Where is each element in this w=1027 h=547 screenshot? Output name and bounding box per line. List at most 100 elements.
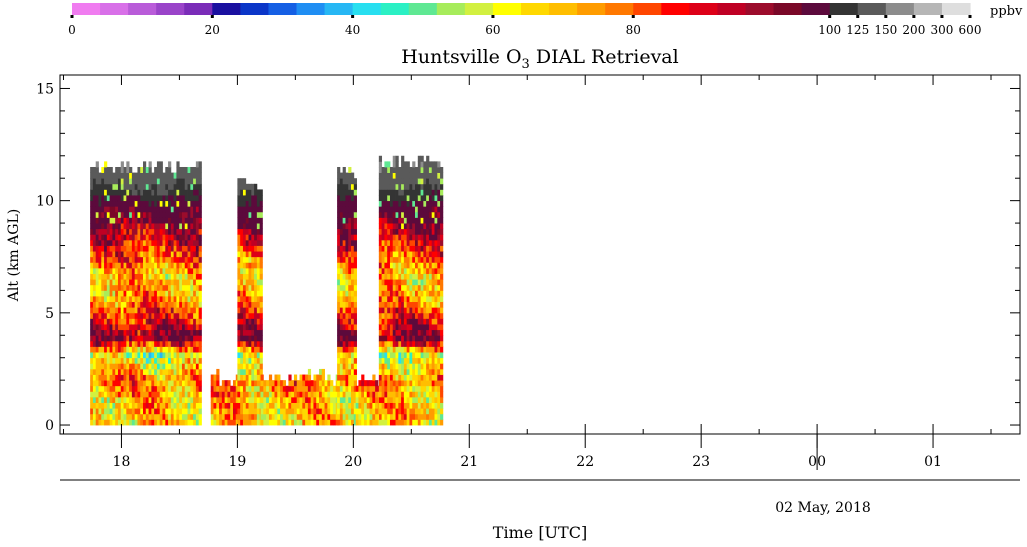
heatmap-cell — [339, 391, 344, 398]
heatmap-cell — [240, 211, 244, 218]
heatmap-cell — [112, 307, 116, 314]
heatmap-cell — [98, 245, 102, 252]
heatmap-cell — [134, 402, 138, 409]
heatmap-cell — [148, 200, 152, 207]
heatmap-cell — [259, 267, 263, 274]
heatmap-cell — [259, 273, 263, 280]
heatmap-cell — [412, 228, 416, 235]
heatmap-cell — [184, 396, 188, 403]
heatmap-cell — [98, 223, 102, 230]
heatmap-cell — [131, 402, 136, 409]
heatmap-cell — [348, 335, 352, 342]
heatmap-cell — [181, 413, 186, 420]
heatmap-cell — [420, 335, 424, 342]
heatmap-cell — [355, 396, 359, 403]
heatmap-cell — [259, 251, 263, 258]
heatmap-cell — [316, 413, 320, 420]
heatmap-cell — [92, 267, 97, 274]
heatmap-cell — [392, 318, 396, 325]
heatmap-cell — [235, 374, 239, 381]
heatmap-cell — [101, 211, 105, 218]
heatmap-cell — [159, 402, 163, 409]
heatmap-cell — [431, 267, 435, 274]
heatmap-cell — [165, 284, 169, 291]
heatmap-cell — [369, 380, 373, 387]
heatmap-cell — [434, 340, 438, 347]
heatmap-cell — [353, 290, 357, 297]
heatmap-cell — [190, 352, 194, 359]
heatmap-cell — [417, 312, 421, 319]
heatmap-cell — [248, 368, 252, 375]
heatmap-cell — [392, 161, 396, 168]
heatmap-cell — [137, 183, 141, 190]
heatmap-cell — [134, 396, 138, 403]
heatmap-cell — [392, 380, 396, 387]
heatmap-cell — [184, 251, 188, 258]
heatmap-cell — [154, 251, 158, 258]
heatmap-cell — [417, 172, 421, 179]
heatmap-cell — [406, 262, 410, 269]
heatmap-cell — [126, 161, 130, 168]
heatmap-cell — [193, 262, 197, 269]
heatmap-cell — [417, 267, 421, 274]
heatmap-cell — [401, 391, 405, 398]
heatmap-cell — [337, 228, 341, 235]
heatmap-cell — [162, 335, 166, 342]
heatmap-cell — [342, 335, 346, 342]
heatmap-cell — [398, 223, 402, 230]
heatmap-cell — [392, 211, 396, 218]
heatmap-cell — [307, 391, 312, 398]
heatmap-cell — [288, 396, 292, 403]
heatmap-cell — [159, 307, 163, 314]
heatmap-cell — [195, 318, 200, 325]
heatmap-cell — [179, 402, 183, 409]
heatmap-cell — [137, 251, 141, 258]
heatmap-cell — [434, 200, 438, 207]
heatmap-cell — [123, 256, 127, 263]
heatmap-cell — [401, 380, 405, 387]
heatmap-cell — [409, 178, 413, 185]
heatmap-cell — [143, 312, 147, 319]
heatmap-cell — [117, 391, 122, 398]
heatmap-cell — [232, 385, 237, 392]
heatmap-cell — [237, 396, 241, 403]
heatmap-cell — [176, 217, 180, 224]
heatmap-cell — [140, 318, 144, 325]
heatmap-cell — [437, 211, 441, 218]
heatmap-cell — [245, 223, 249, 230]
heatmap-cell — [134, 251, 138, 258]
heatmap-cell — [351, 262, 355, 269]
heatmap-cell — [134, 324, 138, 331]
heatmap-cell — [266, 408, 270, 415]
heatmap-cell — [242, 245, 247, 252]
heatmap-cell — [417, 273, 421, 280]
heatmap-cell — [395, 307, 399, 314]
heatmap-cell — [190, 251, 194, 258]
heatmap-cell — [151, 211, 155, 218]
heatmap-cell — [242, 391, 247, 398]
heatmap-cell — [440, 363, 444, 370]
heatmap-cell — [337, 329, 341, 336]
heatmap-cell — [168, 195, 172, 202]
heatmap-cell — [145, 262, 149, 269]
heatmap-cell — [345, 183, 349, 190]
heatmap-cell — [92, 195, 97, 202]
heatmap-cell — [145, 166, 149, 173]
heatmap-cell — [403, 211, 408, 218]
heatmap-cell — [437, 256, 441, 263]
heatmap-cell — [237, 385, 241, 392]
heatmap-cell — [190, 256, 194, 263]
heatmap-cell — [245, 385, 249, 392]
heatmap-cell — [112, 284, 116, 291]
heatmap-cell — [242, 217, 247, 224]
heatmap-cell — [345, 251, 349, 258]
heatmap-cell — [126, 408, 130, 415]
heatmap-cell — [401, 368, 405, 375]
heatmap-cell — [165, 408, 169, 415]
heatmap-cell — [237, 290, 241, 297]
heatmap-cell — [240, 273, 244, 280]
heatmap-cell — [126, 172, 130, 179]
heatmap-cell — [378, 279, 383, 286]
heatmap-cell — [420, 340, 424, 347]
heatmap-cell — [384, 256, 388, 263]
